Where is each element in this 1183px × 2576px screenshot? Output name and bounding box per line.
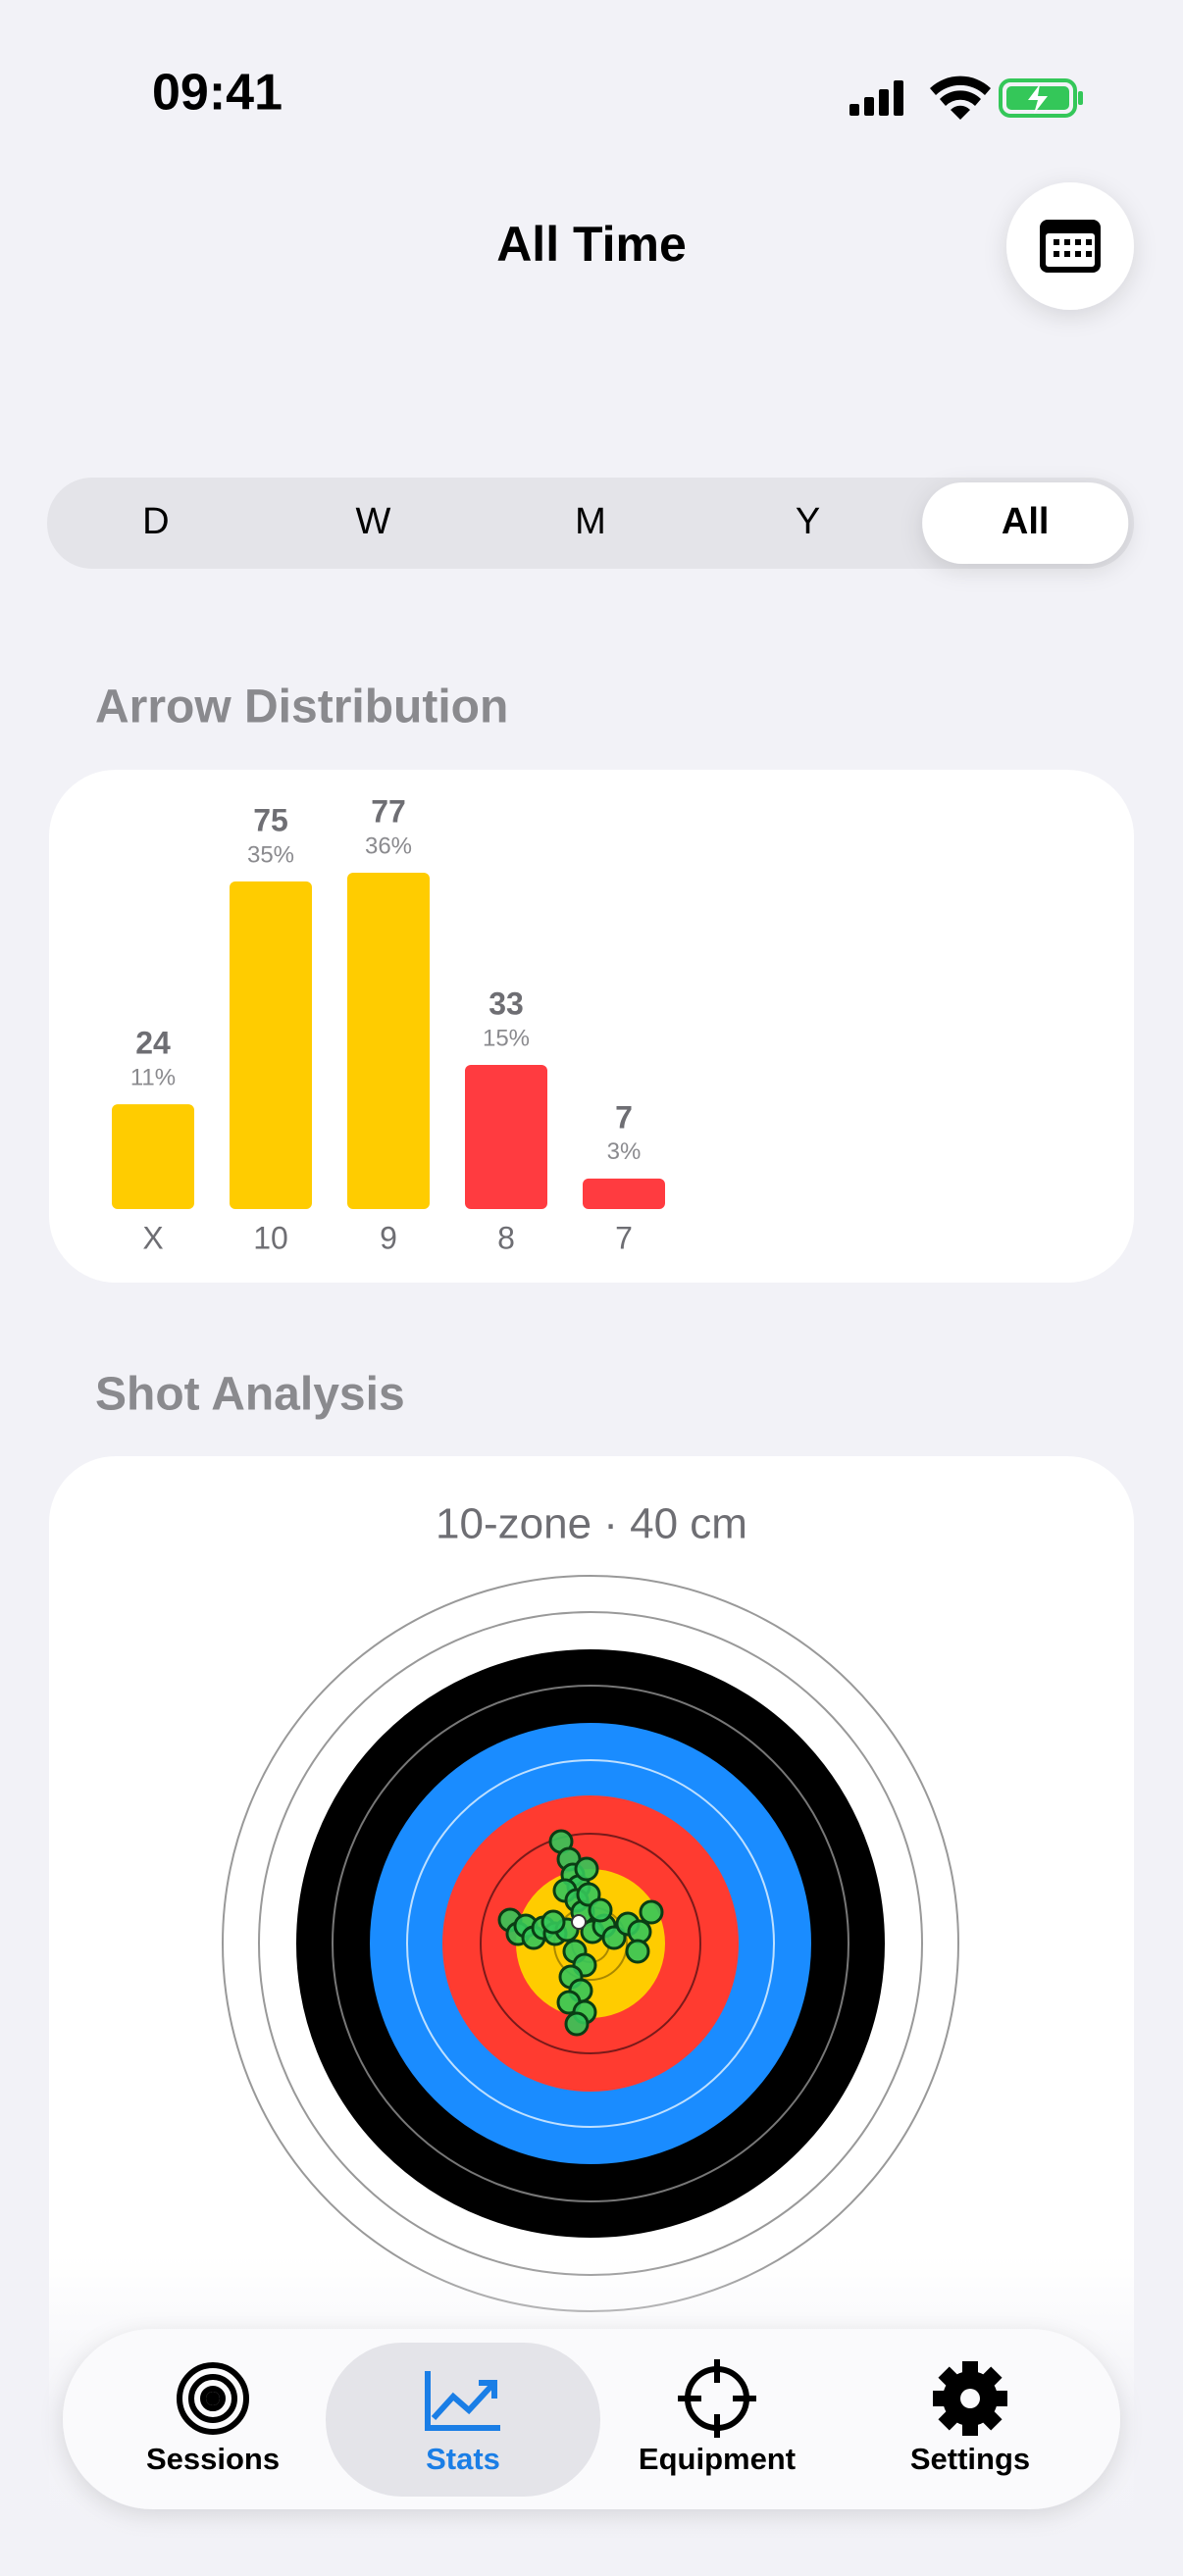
bar-count: 75 [253,802,288,837]
bar-count: 24 [135,1026,171,1061]
status-icons [849,76,1083,120]
status-time: 09:41 [152,65,283,122]
tab-label[interactable]: Settings [910,2442,1030,2476]
shot-dot [540,1909,566,1935]
tab-label[interactable]: Equipment [639,2442,796,2476]
bar-count: 7 [615,1099,633,1135]
icon-chart [425,2371,500,2431]
tab-icon[interactable] [425,2371,500,2431]
bar [583,1178,665,1209]
segment-option[interactable]: All [1002,501,1050,542]
icon-dot [206,2392,220,2405]
icon-cross [678,2359,756,2438]
tab-label[interactable]: Sessions [146,2442,280,2476]
calendar-button[interactable] [1006,182,1134,310]
segmented-control [47,478,1134,569]
segment-option[interactable]: D [142,501,169,542]
segment-option[interactable]: M [575,501,606,542]
shot-dot [564,2011,590,2037]
bar [465,1065,547,1209]
tab-icon[interactable] [678,2359,756,2438]
bar-category: 10 [253,1220,288,1255]
shot-dot [639,1899,664,1925]
bar-category: 7 [615,1220,633,1255]
bar-percent: 3% [607,1138,642,1165]
target-label: 10-zone · 40 cm [436,1500,747,1548]
bar-percent: 15% [483,1025,530,1051]
group-center [571,1914,587,1930]
bar-category: 9 [380,1220,397,1255]
tab-highlight [326,2343,600,2497]
icon-ring [188,2374,237,2423]
section-title: Arrow Distribution [95,682,508,733]
page-title: All Time [496,217,687,272]
tab-label[interactable]: Stats [426,2442,500,2476]
icon-ring [200,2386,226,2411]
tab-icon[interactable] [933,2361,1007,2436]
distribution-card [49,770,1134,1283]
bar [230,881,312,1209]
icon-ring [177,2362,249,2435]
shot-dot [588,1897,613,1923]
bar [112,1104,194,1209]
bar-percent: 36% [365,833,412,859]
shot-dot [574,1856,599,1882]
target-face [222,1575,959,2312]
segment-option[interactable]: Y [796,501,820,542]
bar [347,873,430,1209]
icon-hole [960,2389,980,2408]
shot-dot [625,1939,650,1964]
tab-icon[interactable] [177,2362,249,2435]
bar-percent: 35% [247,841,294,868]
segment-option[interactable]: W [355,501,390,542]
bar-count: 33 [489,985,524,1021]
bar-category: X [142,1220,163,1255]
segment-selected[interactable] [922,482,1129,564]
bar-percent: 11% [130,1064,176,1090]
bar-category: 8 [497,1220,515,1255]
section-title: Shot Analysis [95,1369,405,1421]
bar-count: 77 [371,793,406,829]
